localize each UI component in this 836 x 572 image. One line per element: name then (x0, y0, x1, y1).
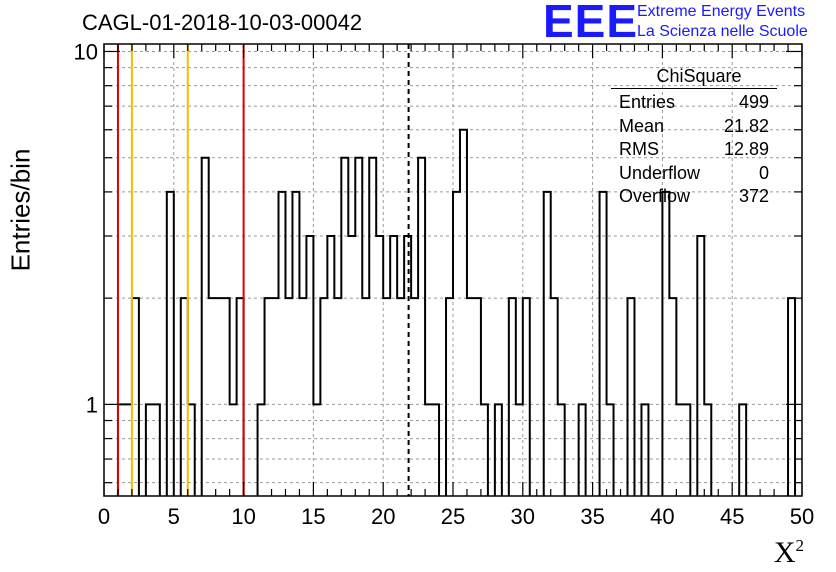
histogram-bin (516, 404, 523, 496)
histogram-bin (132, 298, 139, 496)
histogram-bin (167, 192, 174, 496)
histogram-bin (676, 404, 683, 496)
histogram-bin (237, 298, 244, 496)
histogram-bin (118, 404, 125, 496)
histogram-bin (230, 404, 237, 496)
histogram-bin (348, 236, 355, 496)
x-tick-label: 10 (231, 504, 255, 529)
histogram-bin (607, 404, 614, 496)
histogram-bin (369, 158, 376, 496)
histogram-bin (181, 298, 188, 496)
histogram-bin (376, 236, 383, 496)
histogram-bin (334, 298, 341, 496)
histogram-bin (481, 404, 488, 496)
histogram-bin (299, 298, 306, 496)
histogram-bin (704, 404, 711, 496)
stats-row-underflow: Underflow 0 (619, 162, 769, 183)
histogram-bin (188, 404, 195, 496)
y-tick-label: 1 (86, 392, 98, 417)
histogram-bin (258, 404, 265, 496)
histogram-bin (460, 130, 467, 496)
histogram-bin (662, 192, 669, 496)
histogram-bin (432, 404, 439, 496)
histogram-bin (265, 298, 272, 496)
histogram-bin (390, 236, 397, 496)
eee-logo-mark: EEE (543, 0, 639, 47)
x-tick-label: 50 (790, 504, 814, 529)
histogram-bin (202, 158, 209, 496)
histogram-bin (474, 298, 481, 496)
histogram-bin (558, 404, 565, 496)
x-tick-label: 35 (580, 504, 604, 529)
histogram-bin (739, 404, 746, 496)
histogram-bin (453, 192, 460, 496)
eee-logo-subtitle-2: La Scienza nelle Scuole (637, 23, 808, 40)
histogram-bin (544, 192, 551, 496)
histogram-bin (579, 404, 586, 496)
histogram-bin (425, 404, 432, 496)
axes: 0 5 10 15 20 25 30 35 40 45 50 1 10 (74, 39, 815, 529)
x-tick-label: 25 (441, 504, 465, 529)
histogram-bin (285, 298, 292, 496)
stats-row-entries: Entries 499 (619, 92, 769, 112)
histogram-bin (153, 404, 160, 496)
histogram-bin (446, 298, 453, 496)
histogram-bin (669, 298, 676, 496)
histogram-bin (509, 298, 516, 496)
x-tick-label: 30 (511, 504, 535, 529)
histogram-bin (362, 298, 369, 496)
histogram-bin (272, 298, 279, 496)
histogram-bin (146, 404, 153, 496)
histogram-bin (209, 298, 216, 496)
histogram-bin (683, 404, 690, 496)
stats-row-overflow: Overflow 372 (619, 186, 769, 206)
stats-box: ChiSquare Entries 499 Mean 21.82 RMS 12.89 … (611, 66, 777, 209)
stats-row-mean: Mean 21.82 (619, 115, 769, 136)
histogram-bin (467, 298, 474, 496)
histogram-bin (313, 404, 320, 496)
histogram-bin (223, 298, 230, 496)
histogram-bin (523, 298, 530, 496)
histogram-bin (418, 158, 425, 496)
x-tick-label: 0 (98, 504, 110, 529)
histogram-bin (355, 158, 362, 496)
plot-title: CAGL-01-2018-10-03-00042 (82, 10, 363, 35)
histogram-bin (788, 298, 795, 496)
y-tick-label: 10 (74, 39, 98, 64)
x-tick-label: 20 (371, 504, 395, 529)
histogram-bin (397, 298, 404, 496)
eee-logo-subtitle-1: Extreme Energy Events (637, 3, 806, 20)
histogram-bin (404, 236, 411, 496)
histogram-bin (628, 298, 635, 496)
histogram-bin (697, 236, 704, 496)
histogram-bin (411, 298, 418, 496)
histogram-bin (216, 298, 223, 496)
histogram-bin (600, 192, 607, 496)
x-tick-label: 5 (168, 504, 180, 529)
x-tick-label: 40 (650, 504, 674, 529)
x-tick-label: 45 (720, 504, 744, 529)
histogram-bin (641, 404, 648, 496)
y-axis-label: Entries/bin (5, 148, 36, 272)
histogram-bin (320, 298, 327, 496)
histogram-bin (383, 298, 390, 496)
histogram-bin (125, 404, 132, 496)
histogram-bin (341, 158, 348, 496)
x-tick-label: 15 (301, 504, 325, 529)
stats-row-rms: RMS 12.89 (619, 139, 769, 159)
x-axis-label: X2 (773, 536, 804, 569)
stats-title: ChiSquare (611, 66, 777, 89)
histogram-bin (327, 236, 334, 496)
histogram-bin (292, 192, 299, 496)
histogram-bin (279, 192, 286, 496)
histogram-bin (495, 404, 502, 496)
vertical-markers (116, 44, 410, 496)
histogram-bin (306, 236, 313, 496)
histogram-bin (551, 298, 558, 496)
